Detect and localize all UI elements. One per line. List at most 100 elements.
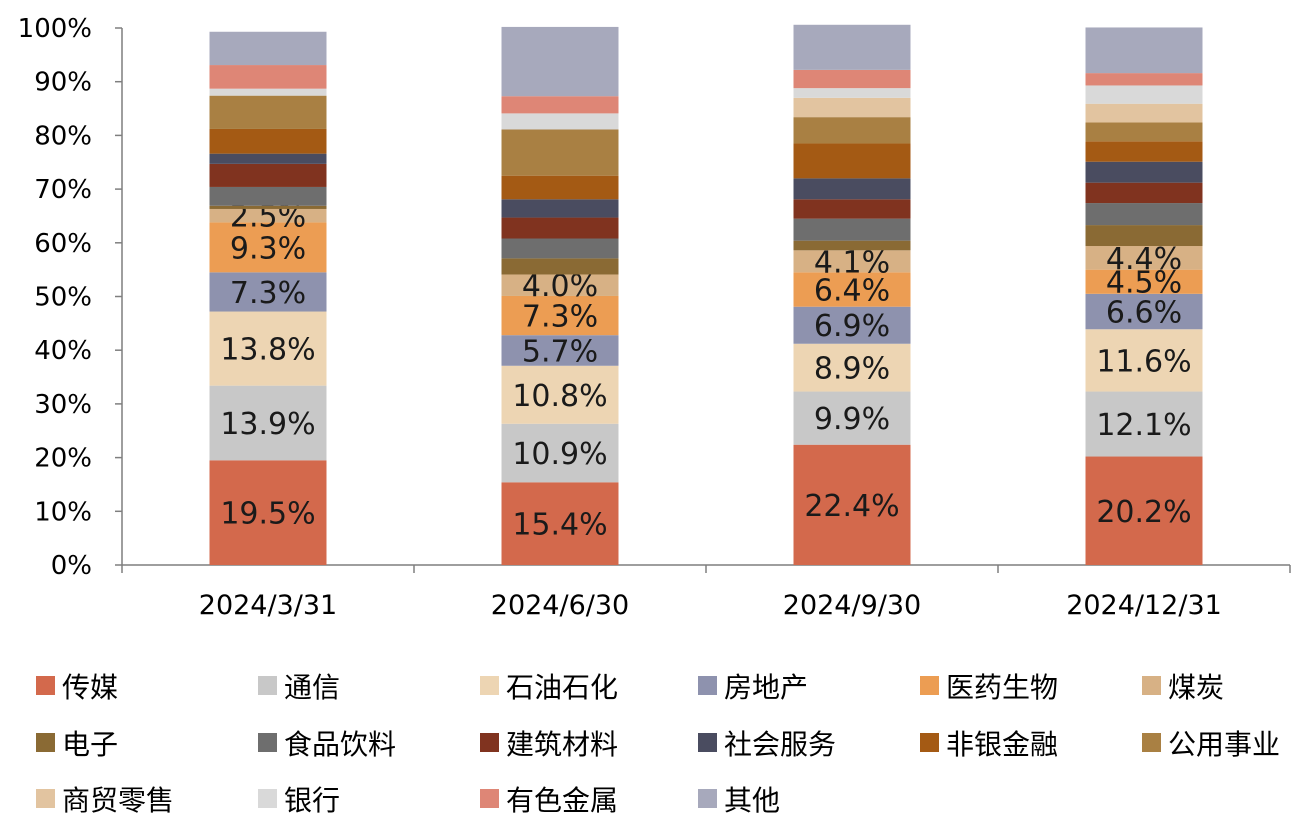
data-label: 13.8%: [220, 333, 315, 368]
data-label: 4.1%: [814, 245, 890, 280]
legend-label: 建筑材料: [506, 728, 618, 761]
x-tick-label: 2024/12/31: [1066, 590, 1222, 621]
legend-swatch: [698, 789, 717, 808]
legend-label: 其他: [724, 784, 780, 817]
legend-swatch: [36, 789, 55, 808]
bar-segment: [501, 26, 619, 97]
legend-label: 医药生物: [946, 671, 1058, 704]
bar-segment: [793, 343, 911, 392]
legend-swatch: [1142, 733, 1161, 752]
legend-swatch: [480, 733, 499, 752]
bar-segment: [501, 217, 619, 239]
data-label: 11.6%: [1096, 344, 1191, 379]
legend-label: 社会服务: [724, 728, 836, 761]
data-label: 10.8%: [512, 379, 607, 414]
bar-segment: [1085, 329, 1203, 392]
bar-segment: [793, 88, 911, 98]
bar-segment: [209, 272, 327, 312]
legend-label: 商贸零售: [62, 784, 174, 817]
y-tick-label: 70%: [34, 175, 92, 205]
legend-label: 煤炭: [1168, 671, 1224, 704]
legend-swatch: [920, 733, 939, 752]
bar-segment: [793, 272, 911, 307]
data-label: 7.3%: [522, 300, 598, 335]
data-label: 4.0%: [522, 269, 598, 304]
bar-segment: [1085, 269, 1203, 294]
bar-segment: [793, 240, 911, 251]
legend-label: 有色金属: [506, 784, 618, 817]
bar-segment: [501, 335, 619, 366]
bar-segment: [1085, 225, 1203, 247]
data-label: 6.6%: [1106, 296, 1182, 331]
bar-segment: [209, 385, 327, 461]
bar-segment: [209, 163, 327, 187]
bar-segment: [1085, 141, 1203, 162]
bar-segment: [209, 65, 327, 89]
x-tick-label: 2024/9/30: [783, 590, 921, 621]
y-tick-label: 40%: [34, 336, 92, 366]
data-label: 6.9%: [814, 309, 890, 344]
data-label: 19.5%: [220, 497, 315, 532]
legend-swatch: [480, 789, 499, 808]
bar-segment: [1085, 27, 1203, 74]
bar-segment: [501, 258, 619, 275]
y-tick-label: 0%: [51, 551, 92, 581]
legend-label: 传媒: [62, 671, 118, 704]
y-tick-label: 50%: [34, 283, 92, 313]
x-tick-label: 2024/6/30: [491, 590, 629, 621]
data-label: 12.1%: [1096, 408, 1191, 443]
bar-segment: [793, 178, 911, 200]
data-label: 7.3%: [230, 276, 306, 311]
bar-segment: [1085, 161, 1203, 183]
x-tick-label: 2024/3/31: [199, 590, 337, 621]
bar-segment: [1085, 73, 1203, 86]
legend-swatch: [920, 676, 939, 695]
bar-segment: [1085, 85, 1203, 104]
legend-swatch: [258, 733, 277, 752]
bar-segment: [209, 460, 327, 565]
data-label: 6.4%: [814, 274, 890, 309]
bar-segment: [793, 306, 911, 344]
bar-segment: [793, 444, 911, 565]
data-label: 9.9%: [814, 402, 890, 437]
y-tick-label: 30%: [34, 390, 92, 420]
legend-label: 公用事业: [1168, 728, 1280, 761]
legend-label: 通信: [284, 671, 340, 704]
bar-segment: [793, 117, 911, 144]
bar-segment: [209, 205, 327, 209]
legend-swatch: [258, 789, 277, 808]
legend-label: 房地产: [724, 671, 808, 704]
bar-segment: [501, 482, 619, 565]
data-label: 4.5%: [1106, 266, 1182, 301]
bar-segment: [209, 153, 327, 164]
y-tick-label: 100%: [18, 14, 92, 44]
data-label: 5.7%: [522, 334, 598, 369]
bar-segment: [1085, 456, 1203, 565]
bar-segment: [1085, 203, 1203, 226]
data-label: 8.9%: [814, 352, 890, 387]
bar-segment: [209, 88, 327, 96]
bar-segment: [793, 69, 911, 89]
bar-segment: [209, 222, 327, 273]
data-label: 22.4%: [804, 489, 899, 524]
bar-segment: [209, 186, 327, 206]
data-label: 9.3%: [230, 231, 306, 266]
bar-segment: [793, 24, 911, 70]
bar-segment: [1085, 246, 1203, 270]
y-tick-label: 80%: [34, 121, 92, 151]
legend-label: 非银金融: [946, 728, 1058, 761]
y-tick-label: 90%: [34, 68, 92, 98]
bar-segment: [1085, 122, 1203, 142]
bar-segment: [209, 31, 327, 66]
bar-segment: [501, 295, 619, 336]
y-tick-label: 10%: [34, 497, 92, 527]
data-label: 10.9%: [512, 437, 607, 472]
bar-segment: [1085, 182, 1203, 204]
legend-swatch: [36, 676, 55, 695]
bar-segment: [501, 238, 619, 259]
bar-segment: [1085, 391, 1203, 457]
bar-segment: [501, 129, 619, 176]
bar-segment: [501, 423, 619, 483]
legend-label: 食品饮料: [284, 728, 396, 761]
